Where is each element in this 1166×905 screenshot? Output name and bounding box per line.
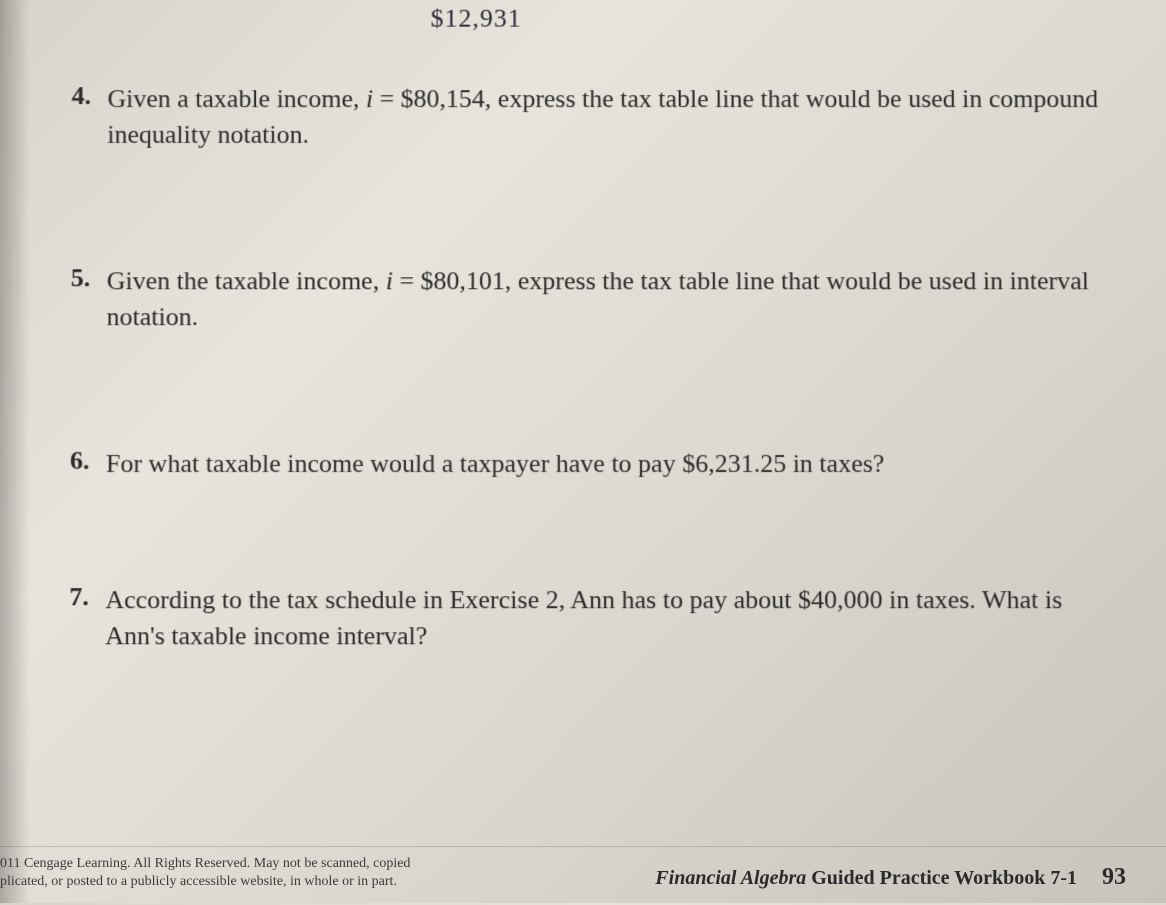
question-5-number: 5. <box>71 263 107 293</box>
question-4-text: Given a taxable income, i = $80,154, exp… <box>107 81 1104 153</box>
question-7-number: 7. <box>69 582 105 612</box>
page-number: 93 <box>1102 864 1126 890</box>
question-4: 4. Given a taxable income, i = $80,154, … <box>71 81 1104 153</box>
question-7: 7. According to the tax schedule in Exer… <box>69 582 1107 655</box>
book-title-italic: Financial Algebra <box>655 867 806 889</box>
book-title-rest: Guided Practice Workbook 7-1 <box>806 867 1077 889</box>
q5-text-before: Given the taxable income, <box>107 266 386 295</box>
copyright-line1: 011 Cengage Learning. All Rights Reserve… <box>0 856 410 871</box>
question-5: 5. Given the taxable income, i = $80,101… <box>71 263 1106 336</box>
question-5-text: Given the taxable income, i = $80,101, e… <box>106 263 1105 336</box>
question-6-number: 6. <box>70 446 106 476</box>
copyright-line2: plicated, or posted to a publicly access… <box>0 874 397 889</box>
handwritten-note: $12,931 <box>431 4 522 34</box>
q4-text-before: Given a taxable income, <box>107 84 365 113</box>
question-4-number: 4. <box>72 81 108 111</box>
footer-title-block: Financial Algebra Guided Practice Workbo… <box>655 864 1126 891</box>
copyright-text: 011 Cengage Learning. All Rights Reserve… <box>0 855 410 891</box>
question-6-text: For what taxable income would a taxpayer… <box>106 446 885 482</box>
page-footer: 011 Cengage Learning. All Rights Reserve… <box>0 846 1166 895</box>
question-6: 6. For what taxable income would a taxpa… <box>70 446 1106 482</box>
q5-variable: i <box>386 266 393 295</box>
question-7-text: According to the tax schedule in Exercis… <box>105 582 1107 655</box>
